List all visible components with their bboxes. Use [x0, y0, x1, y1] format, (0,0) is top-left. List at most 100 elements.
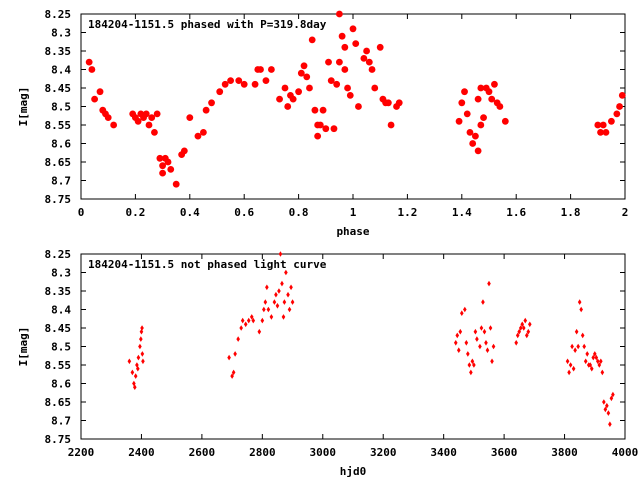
data-point: [322, 125, 330, 133]
x-tick-label: 0.4: [180, 206, 200, 219]
data-point: [233, 351, 237, 357]
data-points: [127, 251, 615, 427]
data-point: [240, 80, 248, 88]
data-point: [311, 106, 319, 114]
y-tick-label: 8.6: [51, 138, 71, 151]
data-point: [485, 88, 493, 96]
data-point: [461, 88, 468, 96]
data-point: [524, 332, 529, 339]
data-point: [159, 162, 167, 170]
data-point: [472, 362, 476, 368]
data-point: [134, 117, 142, 125]
x-tick-label: 3000: [310, 446, 337, 459]
data-point: [257, 328, 262, 335]
data-point: [608, 117, 615, 125]
data-point: [167, 166, 175, 173]
data-point: [278, 251, 283, 257]
data-point: [300, 62, 308, 70]
y-tick-label: 8.7: [51, 415, 71, 428]
data-point: [153, 110, 161, 118]
y-tick-label: 8.75: [45, 193, 72, 206]
data-point: [477, 121, 485, 129]
y-tick-label: 8.3: [51, 267, 71, 280]
data-point: [594, 354, 599, 361]
data-point: [589, 365, 594, 372]
data-point: [243, 321, 248, 328]
y-tick-label: 8.25: [45, 248, 72, 261]
data-point: [481, 299, 485, 305]
y-axis-label: I[mag]: [17, 87, 30, 127]
data-point: [605, 402, 609, 409]
x-tick-label: 1.6: [506, 206, 526, 219]
axis-ticks: 2200 2400 2600 2800 3000 3200 3400 3600 3800 4000…: [45, 248, 639, 459]
data-point: [368, 66, 376, 73]
x-tick-label: 2400: [128, 446, 155, 459]
data-point: [289, 95, 297, 103]
data-point: [263, 299, 268, 305]
data-point: [371, 84, 379, 92]
data-point: [281, 314, 286, 320]
plot-frame: [80, 253, 626, 440]
y-tick-label: 8.5: [51, 101, 71, 114]
data-point: [618, 92, 626, 99]
data-point: [346, 92, 354, 99]
data-point: [172, 180, 180, 188]
data-point: [235, 77, 243, 84]
data-point: [463, 306, 467, 313]
data-point: [295, 88, 302, 96]
data-point: [269, 314, 274, 320]
data-point: [472, 132, 479, 140]
axis-ticks: 0 0.2 0.4 0.6 0.8 1 1.2 1.4 1.6 1.8 2 8.25 8.3 8.35 8.…: [45, 8, 629, 219]
data-point: [597, 362, 602, 368]
plot-title: 184204-1151.5 not phased light curve: [88, 258, 327, 271]
data-point: [257, 66, 264, 73]
data-point: [470, 358, 475, 365]
data-point: [592, 351, 597, 357]
data-point: [482, 328, 487, 335]
data-point: [573, 347, 577, 353]
data-point: [284, 269, 288, 276]
data-point: [319, 106, 327, 114]
y-tick-label: 8.4: [51, 304, 71, 317]
data-point: [479, 325, 484, 331]
data-point: [200, 129, 207, 136]
data-points: [85, 10, 626, 188]
data-point: [138, 343, 142, 350]
x-tick-label: 0: [78, 206, 85, 219]
data-point: [355, 103, 362, 110]
data-point: [474, 95, 482, 103]
data-point: [85, 58, 93, 66]
data-point: [231, 369, 236, 376]
y-tick-label: 8.6: [51, 378, 71, 391]
data-point: [488, 325, 493, 331]
x-tick-label: 2: [622, 206, 629, 219]
data-point: [576, 343, 580, 350]
y-tick-label: 8.55: [45, 119, 72, 132]
data-point: [227, 354, 231, 361]
data-point: [469, 369, 473, 376]
x-tick-label: 1.8: [561, 206, 581, 219]
y-tick-label: 8.35: [45, 285, 72, 298]
data-point: [384, 99, 392, 107]
data-point: [274, 291, 278, 298]
data-point: [490, 358, 494, 365]
data-point: [277, 288, 281, 294]
data-point: [571, 365, 576, 372]
data-point: [600, 369, 605, 376]
data-point: [591, 354, 596, 361]
data-point: [583, 358, 588, 365]
data-point: [130, 369, 135, 376]
data-point: [287, 306, 292, 313]
data-point: [246, 317, 251, 324]
data-point: [282, 299, 287, 305]
data-point: [141, 358, 145, 365]
data-point: [325, 58, 332, 66]
data-point: [599, 121, 607, 129]
x-tick-label: 0.2: [125, 206, 145, 219]
data-point: [599, 358, 603, 365]
data-point: [580, 332, 585, 339]
unphased-light-curve-panel: 184204-1151.5 not phased light curve hjd…: [17, 248, 638, 478]
data-point: [338, 32, 346, 40]
data-point: [276, 95, 283, 103]
